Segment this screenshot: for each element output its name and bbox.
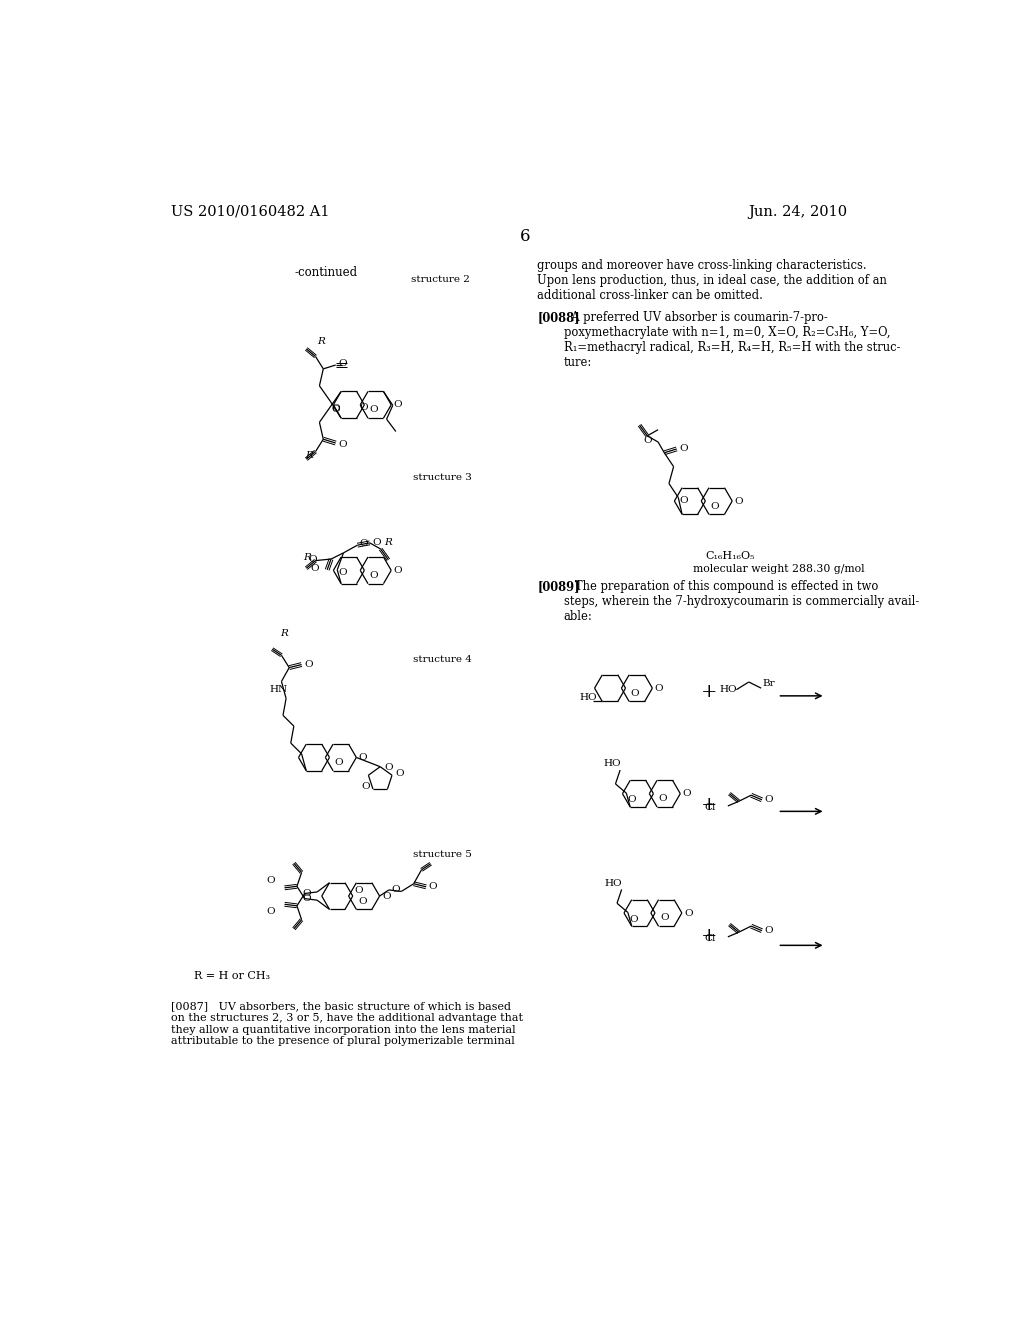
Text: O: O bbox=[654, 684, 664, 693]
Text: O: O bbox=[428, 882, 437, 891]
Text: O: O bbox=[370, 405, 378, 414]
Text: O: O bbox=[643, 436, 652, 445]
Text: O: O bbox=[266, 875, 275, 884]
Text: O: O bbox=[679, 445, 688, 454]
Text: O: O bbox=[660, 913, 669, 923]
Text: Cl: Cl bbox=[705, 803, 716, 812]
Text: Br: Br bbox=[763, 678, 775, 688]
Text: O: O bbox=[372, 539, 381, 548]
Text: molecular weight 288.30 g/mol: molecular weight 288.30 g/mol bbox=[693, 564, 865, 574]
Text: O: O bbox=[338, 440, 347, 449]
Text: O: O bbox=[684, 908, 693, 917]
Text: The preparation of this compound is effected in two
steps, wherein the 7-hydroxy: The preparation of this compound is effe… bbox=[563, 581, 919, 623]
Text: O: O bbox=[370, 570, 378, 579]
Text: +: + bbox=[701, 796, 718, 814]
Text: [0089]: [0089] bbox=[538, 581, 580, 594]
Text: groups and moreover have cross-linking characteristics.
Upon lens production, th: groups and moreover have cross-linking c… bbox=[538, 259, 887, 301]
Text: O: O bbox=[764, 796, 773, 804]
Text: O: O bbox=[658, 795, 668, 803]
Text: O: O bbox=[332, 404, 340, 413]
Text: O: O bbox=[680, 496, 688, 506]
Text: O: O bbox=[711, 502, 719, 511]
Text: R: R bbox=[305, 451, 312, 459]
Text: O: O bbox=[382, 891, 390, 900]
Text: O: O bbox=[384, 763, 393, 772]
Text: Cl: Cl bbox=[705, 935, 716, 942]
Text: O: O bbox=[302, 888, 311, 898]
Text: US 2010/0160482 A1: US 2010/0160482 A1 bbox=[171, 205, 329, 219]
Text: O: O bbox=[391, 886, 399, 895]
Text: O: O bbox=[332, 404, 340, 413]
Text: O: O bbox=[304, 660, 312, 669]
Text: +: + bbox=[701, 927, 718, 945]
Text: 6: 6 bbox=[519, 227, 530, 244]
Text: R: R bbox=[317, 337, 325, 346]
Text: O: O bbox=[393, 400, 402, 409]
Text: R: R bbox=[303, 553, 311, 562]
Text: structure 4: structure 4 bbox=[414, 655, 472, 664]
Text: O: O bbox=[302, 894, 311, 903]
Text: -continued: -continued bbox=[295, 267, 357, 280]
Text: O: O bbox=[631, 689, 639, 698]
Text: R = H or CH₃: R = H or CH₃ bbox=[194, 970, 270, 981]
Text: O: O bbox=[266, 907, 275, 916]
Text: R: R bbox=[384, 539, 391, 548]
Text: O: O bbox=[358, 752, 368, 762]
Text: O: O bbox=[359, 403, 369, 412]
Text: O: O bbox=[338, 359, 347, 368]
Text: O: O bbox=[683, 789, 691, 799]
Text: structure 2: structure 2 bbox=[411, 276, 470, 284]
Text: O: O bbox=[339, 569, 347, 577]
Text: +: + bbox=[701, 682, 718, 701]
Text: O: O bbox=[734, 496, 743, 506]
Text: O: O bbox=[361, 783, 370, 791]
Text: C₁₆H₁₆O₅: C₁₆H₁₆O₅ bbox=[706, 552, 755, 561]
Text: HO: HO bbox=[719, 685, 737, 694]
Text: HN: HN bbox=[269, 685, 287, 694]
Text: O: O bbox=[311, 564, 319, 573]
Text: O: O bbox=[628, 796, 637, 804]
Text: HO: HO bbox=[604, 879, 623, 888]
Text: R: R bbox=[280, 630, 288, 639]
Text: O: O bbox=[335, 758, 343, 767]
Text: structure 3: structure 3 bbox=[414, 473, 472, 482]
Text: O: O bbox=[308, 554, 317, 564]
Text: O: O bbox=[359, 539, 368, 548]
Text: A preferred UV absorber is coumarin-7-pro-
poxymethacrylate with n=1, m=0, X=O, : A preferred UV absorber is coumarin-7-pr… bbox=[563, 312, 900, 368]
Text: O: O bbox=[393, 566, 402, 574]
Text: O: O bbox=[630, 915, 638, 924]
Text: O: O bbox=[354, 886, 364, 895]
Text: [0087]   UV absorbers, the basic structure of which is based
on the structures 2: [0087] UV absorbers, the basic structure… bbox=[171, 1002, 522, 1047]
Text: HO: HO bbox=[579, 693, 597, 702]
Text: O: O bbox=[358, 896, 367, 906]
Text: HO: HO bbox=[603, 759, 621, 768]
Text: structure 5: structure 5 bbox=[414, 850, 472, 859]
Text: O: O bbox=[764, 927, 773, 935]
Text: Jun. 24, 2010: Jun. 24, 2010 bbox=[748, 205, 847, 219]
Text: O: O bbox=[396, 768, 404, 777]
Text: [0088]: [0088] bbox=[538, 312, 580, 323]
